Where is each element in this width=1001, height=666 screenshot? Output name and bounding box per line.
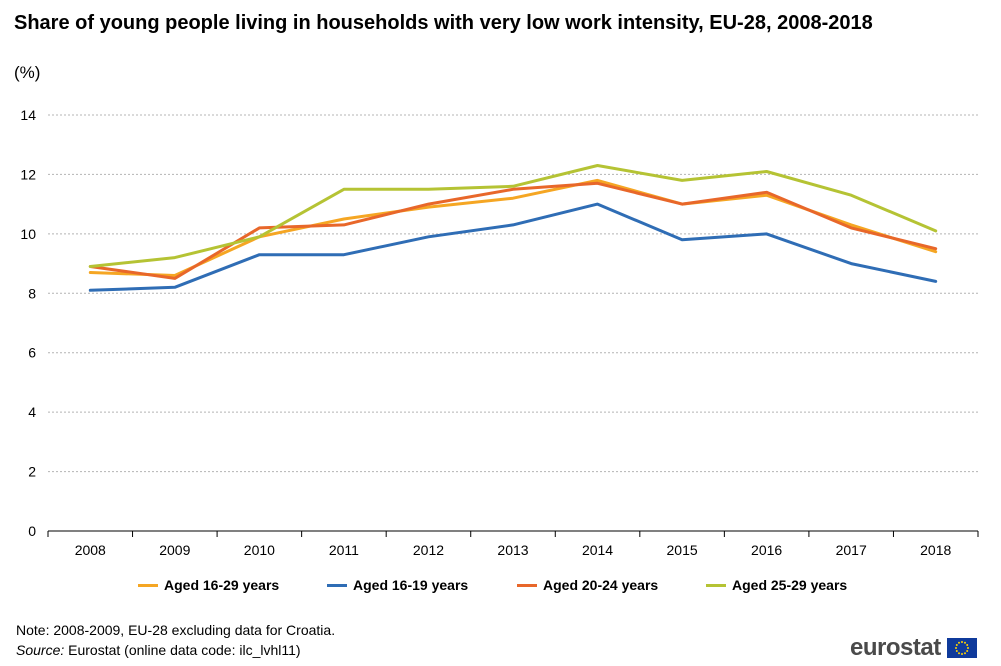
- eu-flag-icon: [946, 638, 977, 658]
- eurostat-logo-text: eurostat: [850, 634, 941, 661]
- series-line-2: [88, 202, 938, 292]
- source-label: Source:: [16, 642, 65, 658]
- legend-swatch: [706, 583, 726, 587]
- legend-label: Aged 16-29 years: [164, 577, 280, 593]
- y-tick-label: 6: [28, 345, 36, 361]
- eurostat-logo: eurostat: [850, 634, 977, 662]
- legend-swatch: [138, 583, 158, 587]
- legend-swatch: [327, 583, 347, 587]
- y-tick-label: 4: [28, 404, 36, 420]
- x-tick-label: 2018: [920, 542, 951, 558]
- x-tick-label: 2016: [751, 542, 782, 558]
- x-tick-label: 2013: [497, 542, 528, 558]
- legend-label: Aged 16-19 years: [353, 577, 469, 593]
- legend-label: Aged 20-24 years: [543, 577, 659, 593]
- y-tick-label: 12: [20, 166, 36, 182]
- source-text: Eurostat (online data code: ilc_lvhl11): [68, 642, 301, 658]
- footnote: Note: 2008-2009, EU-28 excluding data fo…: [16, 622, 336, 638]
- chart-legend: Aged 16-29 years Aged 16-19 years Aged 20-…: [0, 577, 1001, 599]
- x-tick-label: 2012: [413, 542, 444, 558]
- x-tick-label: 2011: [329, 542, 359, 558]
- legend-label: Aged 25-29 years: [732, 577, 848, 593]
- legend-item: Aged 25-29 years: [706, 577, 847, 593]
- legend-swatch: [517, 583, 537, 587]
- y-tick-label: 10: [20, 226, 36, 242]
- unit-label: (%): [14, 63, 41, 82]
- y-tick-label: 14: [20, 107, 36, 123]
- series-line-1: [88, 178, 938, 277]
- chart-title: Share of young people living in househol…: [14, 12, 873, 34]
- source-line: Source: Eurostat (online data code: ilc_…: [16, 642, 301, 658]
- y-tick-label: 0: [28, 523, 36, 539]
- legend-item: Aged 16-29 years: [138, 577, 279, 593]
- legend-item: Aged 16-19 years: [327, 577, 468, 593]
- y-tick-label: 8: [28, 285, 36, 301]
- x-tick-label: 2008: [75, 542, 106, 558]
- x-tick-label: 2014: [582, 542, 613, 558]
- x-tick-label: 2017: [836, 542, 867, 558]
- legend-item: Aged 20-24 years: [517, 577, 658, 593]
- y-tick-label: 2: [28, 464, 36, 480]
- x-tick-label: 2009: [159, 542, 190, 558]
- series-line-4: [88, 164, 938, 268]
- x-tick-label: 2010: [244, 542, 275, 558]
- x-tick-label: 2015: [667, 542, 698, 558]
